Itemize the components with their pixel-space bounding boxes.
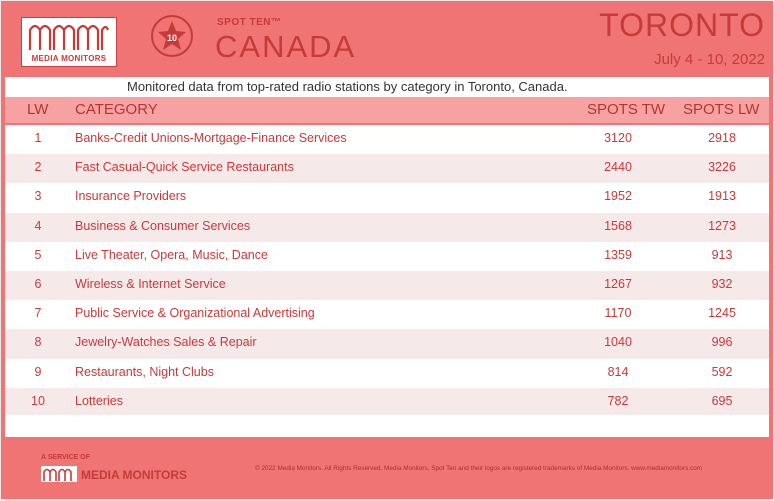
spots-lw-cell: 592 — [711, 364, 733, 379]
city-title: TORONTO — [599, 7, 765, 43]
table-row: 8 Jewelry-Watches Sales & Repair 1040 99… — [5, 329, 769, 359]
category-cell: Fast Casual-Quick Service Restaurants — [75, 160, 294, 175]
report-header: MEDIA MONITORS 10 SPOT TEN™ CANADA TORON… — [1, 1, 773, 75]
category-cell: Wireless & Internet Service — [75, 276, 226, 291]
table-row: 7 Public Service & Organizational Advert… — [5, 300, 769, 330]
spots-tw-cell: 1359 — [604, 247, 632, 262]
spots-lw-cell: 1245 — [708, 306, 736, 321]
rank-cell: 3 — [34, 189, 42, 204]
spots-tw-cell: 1568 — [604, 218, 632, 233]
category-cell: Insurance Providers — [75, 189, 187, 204]
spots-tw-cell: 1040 — [604, 335, 632, 350]
badge-number: 10 — [167, 33, 177, 43]
table-row: 10 Lotteries 782 695 — [5, 387, 769, 417]
spots-tw-cell: 3120 — [604, 131, 632, 145]
category-cell: Restaurants, Night Clubs — [75, 364, 214, 379]
spot-ten-label: SPOT TEN™ — [217, 17, 282, 28]
spots-lw-cell: 1273 — [708, 218, 736, 233]
spot-ten-badge: 10 — [151, 15, 193, 57]
rank-cell: 7 — [34, 306, 42, 321]
star-icon: 10 — [158, 21, 186, 50]
table-body: 1 Banks-Credit Unions-Mortgage-Finance S… — [5, 125, 769, 417]
footer-logo-text: MEDIA MONITORS — [81, 468, 188, 482]
table-row: 6 Wireless & Internet Service 1267 932 — [5, 270, 769, 301]
waveform-icon — [41, 466, 77, 482]
category-cell: Banks-Credit Unions-Mortgage-Finance Ser… — [75, 131, 347, 145]
table-row: 1 Banks-Credit Unions-Mortgage-Finance S… — [5, 125, 769, 155]
category-cell: Business & Consumer Services — [75, 218, 251, 233]
table-row: 5 Live Theater, Opera, Music, Dance 1359… — [5, 241, 769, 271]
subtitle-bar: Monitored data from top-rated radio stat… — [5, 77, 769, 97]
date-range: July 4 - 10, 2022 — [654, 51, 765, 68]
spots-tw-cell: 782 — [607, 393, 629, 408]
table-row: 2 Fast Casual-Quick Service Restaurants … — [5, 154, 769, 184]
spots-lw-cell: 695 — [711, 393, 733, 408]
spots-tw-cell: 2440 — [604, 160, 632, 175]
rank-cell: 1 — [34, 131, 42, 145]
category-cell: Public Service & Organizational Advertis… — [75, 306, 315, 321]
rank-cell: 2 — [34, 160, 42, 175]
table-row: 9 Restaurants, Night Clubs 814 592 — [5, 358, 769, 388]
rank-cell: 5 — [34, 247, 42, 262]
header-spots-lw: SPOTS LW — [683, 101, 760, 118]
header-category: CATEGORY — [75, 101, 158, 118]
category-cell: Live Theater, Opera, Music, Dance — [75, 247, 268, 262]
rank-cell: 4 — [34, 218, 42, 233]
spots-lw-cell: 913 — [711, 247, 733, 262]
spots-lw-cell: 2918 — [708, 131, 736, 145]
logo-text: MEDIA MONITORS — [31, 54, 107, 63]
media-monitors-logo: MEDIA MONITORS — [21, 17, 117, 67]
rank-cell: 10 — [31, 393, 45, 408]
spots-tw-cell: 1952 — [604, 189, 632, 204]
spots-tw-cell: 1267 — [604, 276, 632, 291]
table-header: LW CATEGORY SPOTS TW SPOTS LW — [5, 97, 769, 123]
header-spots-tw: SPOTS TW — [587, 101, 666, 118]
spots-lw-cell: 1913 — [708, 189, 736, 204]
copyright-notice: © 2022 Media Monitors. All Rights Reserv… — [255, 465, 703, 472]
waveform-icon — [28, 24, 110, 50]
spots-tw-cell: 1170 — [604, 306, 632, 321]
spots-lw-cell: 932 — [711, 276, 733, 291]
table-spacer — [5, 415, 769, 437]
rank-cell: 9 — [34, 364, 42, 379]
table-row: 3 Insurance Providers 1952 1913 — [5, 183, 769, 213]
report-footer: A SERVICE OF MEDIA MONITORS © 2022 Media… — [1, 439, 773, 499]
country-title: CANADA — [215, 29, 357, 64]
category-cell: Lotteries — [75, 393, 123, 408]
spots-tw-cell: 814 — [607, 364, 629, 379]
category-cell: Jewelry-Watches Sales & Repair — [75, 335, 257, 350]
service-label: A SERVICE OF — [41, 454, 91, 461]
subtitle: Monitored data from top-rated radio stat… — [127, 79, 568, 94]
rank-cell: 6 — [34, 276, 42, 291]
table-row: 4 Business & Consumer Services 1568 1273 — [5, 212, 769, 242]
spots-lw-cell: 3226 — [708, 160, 736, 175]
rank-cell: 8 — [34, 335, 42, 350]
header-lw: LW — [27, 101, 49, 118]
spots-lw-cell: 996 — [711, 335, 733, 350]
